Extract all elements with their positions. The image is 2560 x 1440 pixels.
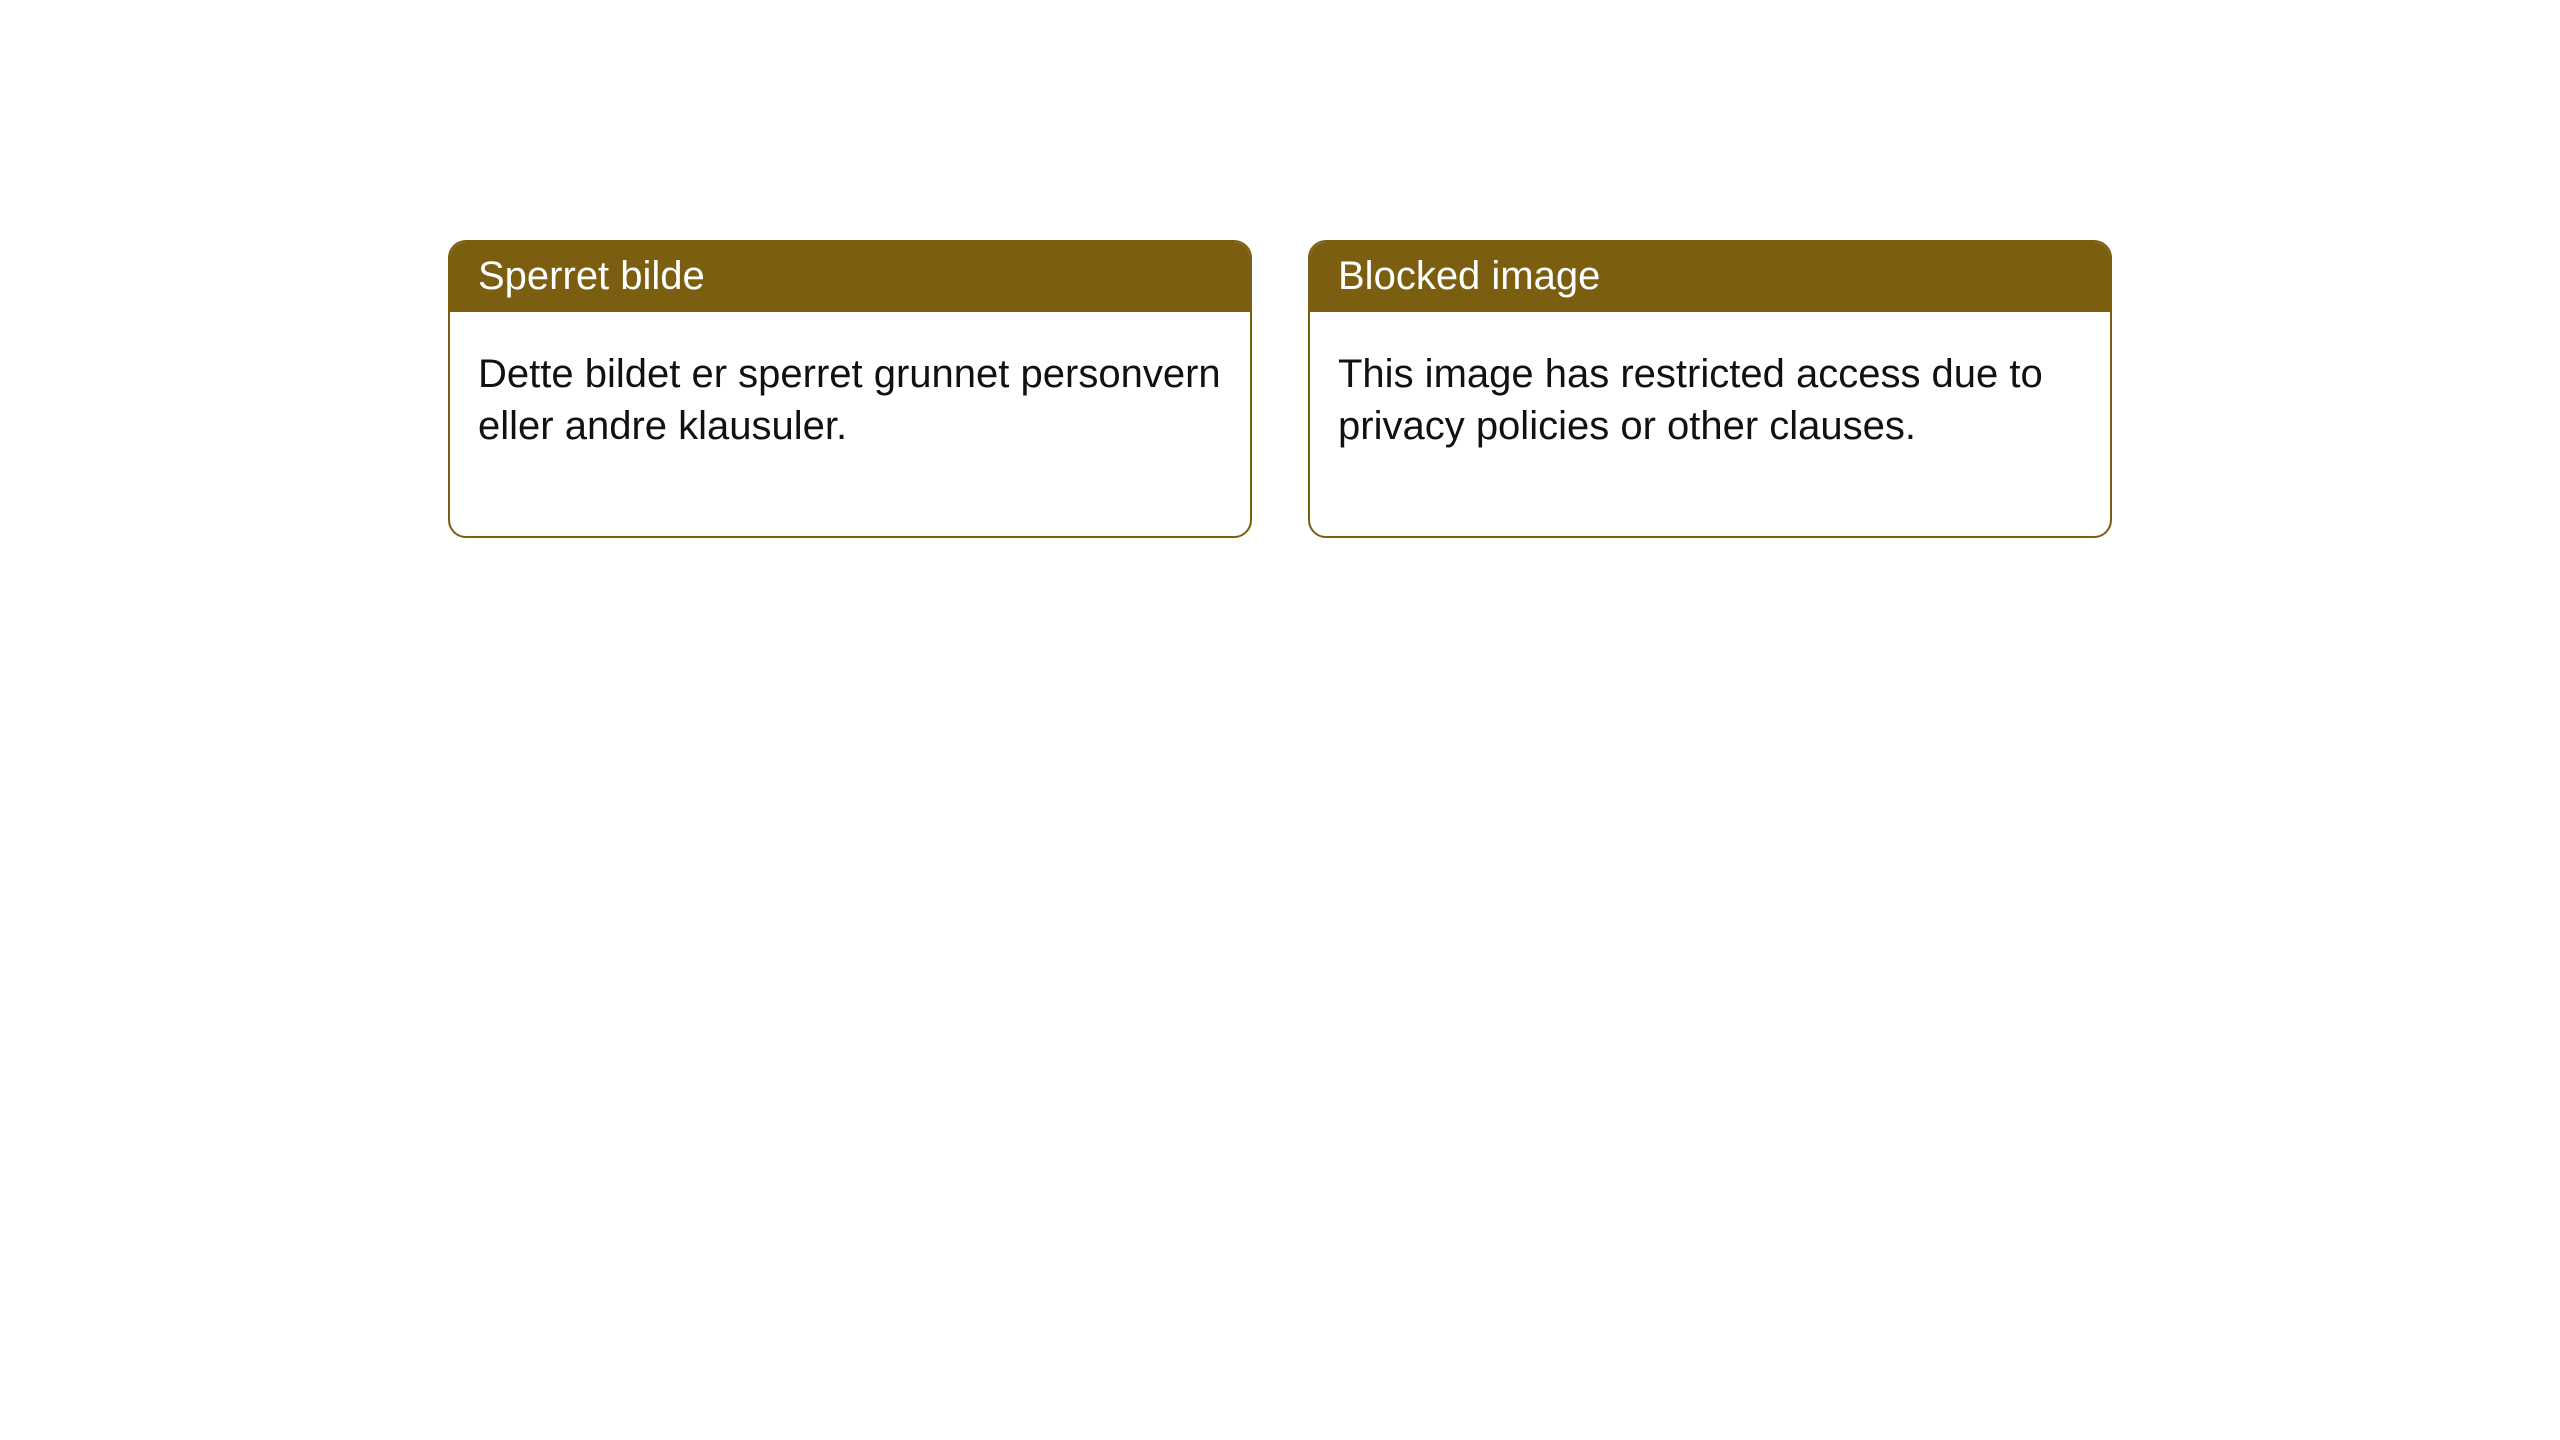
card-en: Blocked image This image has restricted … (1308, 240, 2112, 538)
card-no: Sperret bilde Dette bildet er sperret gr… (448, 240, 1252, 538)
card-body-no: Dette bildet er sperret grunnet personve… (450, 312, 1250, 536)
card-body-en: This image has restricted access due to … (1310, 312, 2110, 536)
card-text-en: This image has restricted access due to … (1338, 348, 2082, 452)
cards-container: Sperret bilde Dette bildet er sperret gr… (0, 0, 2560, 538)
card-text-no: Dette bildet er sperret grunnet personve… (478, 348, 1222, 452)
card-header-en: Blocked image (1310, 242, 2110, 312)
card-header-no: Sperret bilde (450, 242, 1250, 312)
